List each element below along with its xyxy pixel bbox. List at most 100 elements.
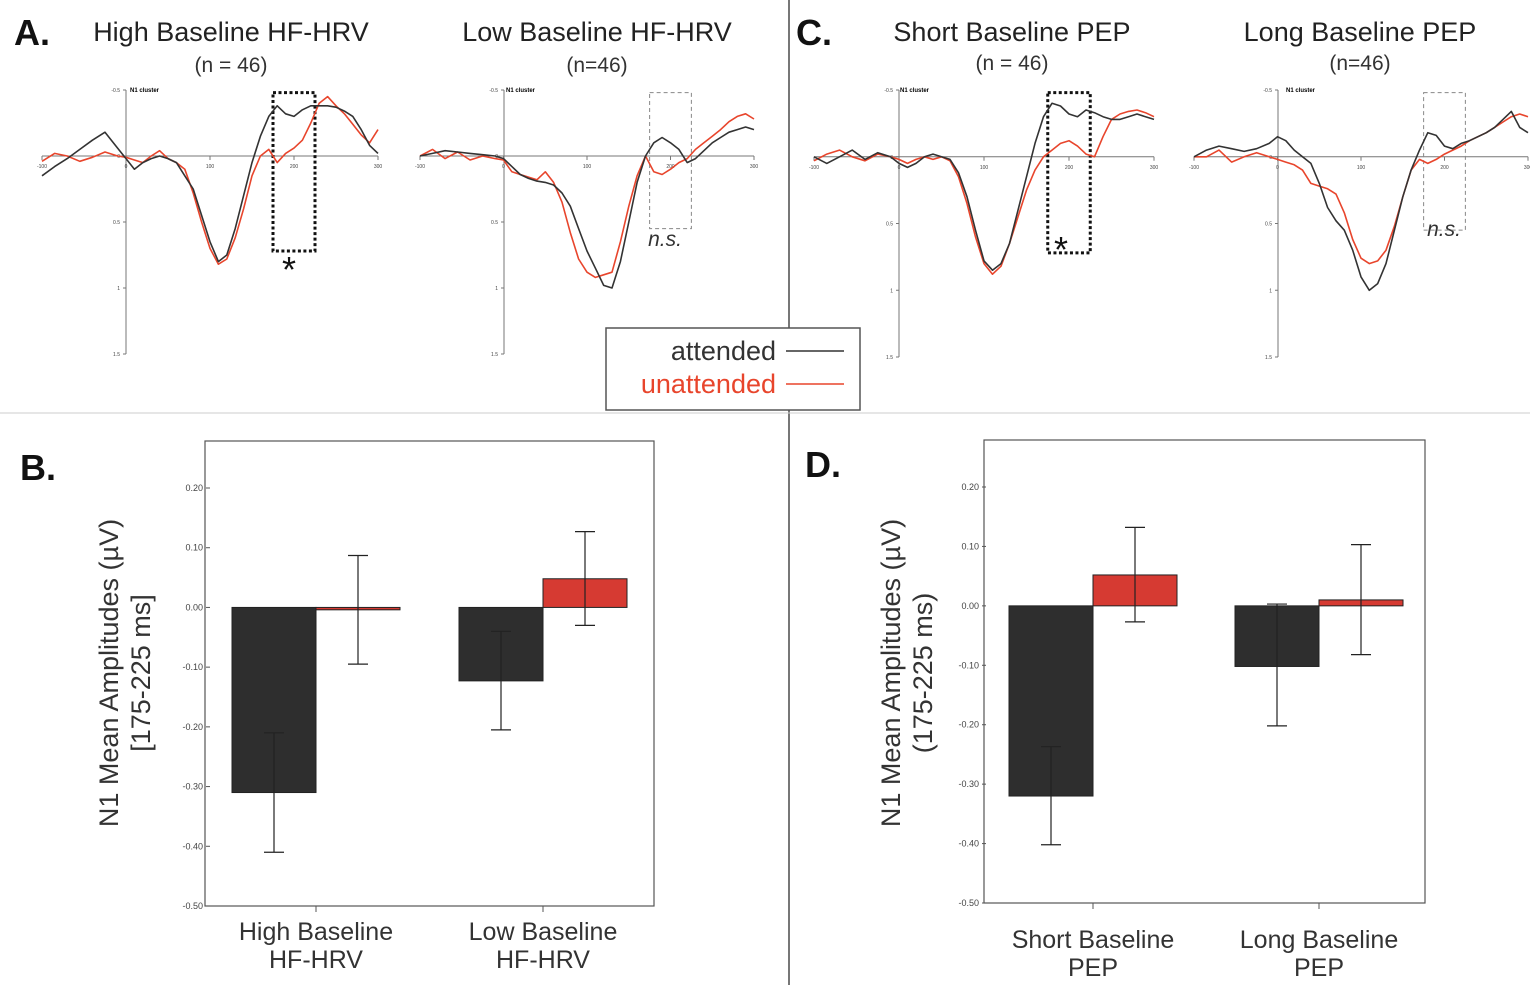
erp-corner-label: N1 cluster: [900, 88, 930, 94]
erp-subtitle: (n=46): [1329, 52, 1390, 75]
unattended-waveform: [419, 113, 755, 279]
panel-letter-a: A.: [14, 12, 50, 53]
y-tick-label: -0.5: [884, 88, 893, 94]
erp-title: Long Baseline PEP: [1244, 17, 1477, 47]
x-tick-label: 100: [206, 164, 215, 170]
y-tick-label: -0.5: [1263, 88, 1272, 94]
attended-waveform: [419, 126, 755, 289]
y-tick-label: -0.20: [182, 722, 203, 732]
erp-chart-4: Long Baseline PEP (n=46) N1 cluster n.s.: [1244, 17, 1477, 241]
y-tick-label: 1.5: [1265, 355, 1272, 361]
bar-plot-d: 0.20 0.10 0.00 -0.10 -0.20 -0.30 -0.40 -0.50: [958, 439, 1426, 909]
category-label-line1: High Baseline: [239, 918, 393, 946]
x-tick-label: 0: [125, 164, 128, 170]
category-label-line2: HF-HRV: [269, 946, 363, 974]
x-tick-label: 200: [666, 164, 675, 170]
unattended-waveform: [813, 109, 1155, 276]
erp-title: Short Baseline PEP: [893, 17, 1130, 47]
x-tick-label: -100: [1189, 165, 1199, 171]
erp-chart-2: Low Baseline HF-HRV (n=46) N1 cluster n.…: [462, 17, 732, 251]
x-tick-label: -100: [415, 164, 425, 170]
bar-chart-d: N1 Mean Amplitudes (µV) (175-225 ms) Sho…: [876, 519, 1398, 982]
analysis-window: [649, 92, 692, 230]
x-tick-label: -100: [37, 164, 47, 170]
erp-corner-label: N1 cluster: [130, 88, 160, 94]
y-tick-label: 0.10: [185, 543, 203, 553]
erp-plot-2: -100 0 100 200 300-0.500.511.5: [415, 88, 758, 358]
y-tick-label: -0.30: [958, 779, 979, 789]
y-axis-label-line2: (175-225 ms): [908, 593, 938, 754]
y-tick-label: 0.10: [961, 541, 979, 551]
category-label-line1: Long Baseline: [1240, 926, 1398, 954]
y-tick-label: 0: [117, 154, 120, 160]
y-tick-label: 0.5: [886, 222, 893, 228]
y-tick-label: 1: [1269, 288, 1272, 294]
chart-marks: -100 0 100 200 300-0.500.511.5-100 0 100 200 300…: [37, 88, 1530, 912]
analysis-window: [1423, 92, 1466, 231]
y-tick-label: 1.5: [113, 352, 120, 358]
category-label-line2: PEP: [1068, 954, 1118, 982]
x-tick-label: 100: [1357, 165, 1366, 171]
unattended-waveform: [41, 95, 379, 266]
erp-chart-3: Short Baseline PEP (n = 46) N1 cluster *: [893, 17, 1130, 270]
bar-chart-b: N1 Mean Amplitudes (µV) [175-225 ms] Hig…: [94, 519, 617, 974]
erp-chart-1: High Baseline HF-HRV (n = 46) N1 cluster…: [93, 17, 369, 290]
panel-letter-b: B.: [20, 447, 56, 488]
legend-label-attended: attended: [671, 336, 776, 366]
erp-subtitle: (n = 46): [976, 52, 1049, 75]
x-tick-label: 300: [1150, 165, 1159, 171]
attended-waveform: [813, 102, 1155, 272]
erp-corner-label: N1 cluster: [1286, 88, 1316, 94]
bar-plot-b: 0.20 0.10 0.00 -0.10 -0.20 -0.30 -0.40 -0.50: [182, 440, 655, 912]
erp-subtitle: (n = 46): [195, 54, 268, 77]
analysis-window: [1046, 91, 1092, 255]
category-label-line1: Short Baseline: [1012, 926, 1175, 954]
window-annotation: n.s.: [1427, 218, 1461, 241]
attended-waveform: [41, 105, 379, 263]
x-tick-label: 200: [1065, 165, 1074, 171]
y-tick-label: -0.10: [958, 660, 979, 670]
x-tick-label: -100: [809, 165, 819, 171]
y-tick-label: 1: [495, 286, 498, 292]
erp-plot-3: -100 0 100 200 300-0.500.511.5: [809, 88, 1158, 361]
y-tick-label: -0.50: [182, 901, 203, 911]
category-label-line2: PEP: [1294, 954, 1344, 982]
x-tick-label: 100: [583, 164, 592, 170]
erp-title: Low Baseline HF-HRV: [462, 17, 732, 47]
panel-letter-d: D.: [805, 444, 841, 485]
window-annotation: *: [282, 249, 296, 290]
y-tick-label: -0.50: [958, 898, 979, 908]
x-tick-label: 0: [898, 165, 901, 171]
erp-title: High Baseline HF-HRV: [93, 17, 369, 47]
y-tick-label: 0.00: [185, 602, 203, 612]
y-axis-label-line1: N1 Mean Amplitudes (µV): [876, 519, 906, 827]
y-tick-label: -0.30: [182, 782, 203, 792]
panel-letter-c: C.: [796, 12, 832, 53]
legend-label-unattended: unattended: [641, 369, 776, 399]
analysis-window: [271, 91, 317, 253]
y-tick-label: 0.20: [185, 483, 203, 493]
x-tick-label: 0: [502, 164, 505, 170]
y-tick-label: 1.5: [491, 352, 498, 358]
erp-plot-1: -100 0 100 200 300 -0.5 0 0.5 1 1.5: [37, 88, 382, 358]
window-annotation: *: [1054, 229, 1068, 270]
attended-waveform: [1193, 110, 1529, 292]
y-tick-label: -0.5: [489, 88, 498, 94]
plot-frame: [983, 439, 1426, 904]
x-tick-label: 200: [290, 164, 299, 170]
category-label-line2: HF-HRV: [496, 946, 590, 974]
y-tick-label: 0.20: [961, 482, 979, 492]
erp-subtitle: (n=46): [566, 54, 627, 77]
x-tick-label: 300: [374, 164, 383, 170]
y-tick-label: 0.5: [491, 220, 498, 226]
erp-corner-label: N1 cluster: [506, 88, 536, 94]
y-tick-label: -0.40: [958, 839, 979, 849]
y-tick-label: 0.5: [113, 220, 120, 226]
plot-frame: [204, 440, 655, 907]
legend-box: [605, 327, 861, 411]
y-tick-label: -0.5: [111, 88, 120, 94]
y-tick-label: 0.00: [961, 601, 979, 611]
y-tick-label: 1: [890, 288, 893, 294]
